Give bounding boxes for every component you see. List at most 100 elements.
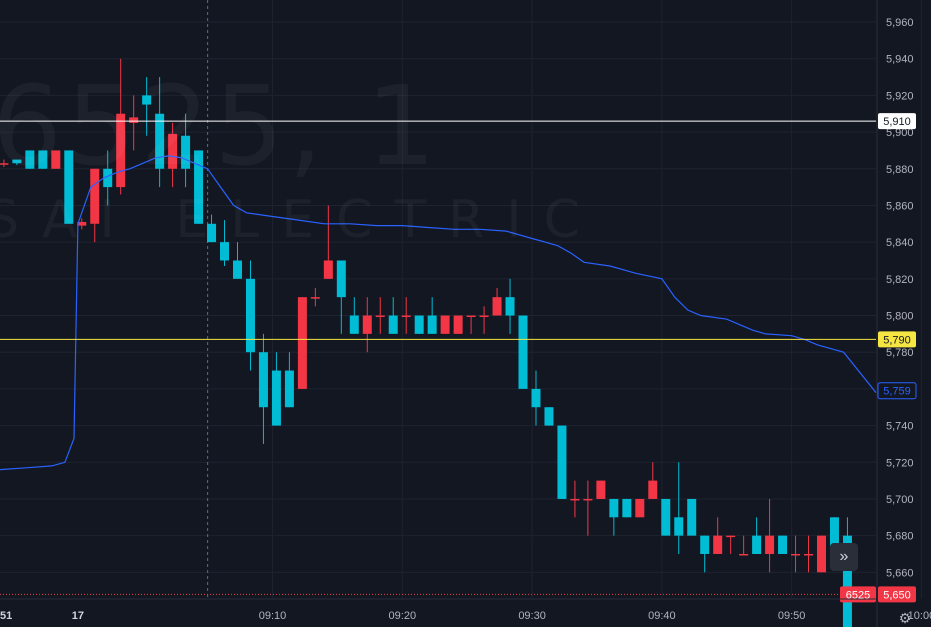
- candle-up: [0, 163, 9, 165]
- last-price-tag-bg: [878, 586, 916, 603]
- candle-up: [648, 480, 658, 499]
- candle-down: [142, 95, 152, 105]
- time-tick-label: 51: [0, 610, 12, 622]
- candle-down: [505, 297, 515, 316]
- last-price-tag: 5,650: [883, 589, 911, 601]
- price-axis: 5,960 5,940 5,920 5,900 5,880 5,860 5,840 5,820…: [840, 17, 917, 603]
- candle-up: [323, 260, 333, 279]
- white-line-price-tag: 5,910: [883, 116, 911, 128]
- price-tick-label: 5,800: [886, 311, 914, 323]
- candle-up: [77, 221, 87, 226]
- time-tick-label: 09:30: [518, 610, 546, 622]
- candle-down: [155, 113, 165, 169]
- candle-up: [479, 315, 489, 318]
- candle-down: [674, 517, 684, 536]
- price-tick-label: 5,660: [886, 567, 914, 579]
- time-tick-label: 09:10: [259, 610, 287, 622]
- candle-down: [38, 150, 48, 169]
- candle-down: [103, 168, 113, 188]
- scroll-to-realtime-button[interactable]: »: [830, 543, 858, 571]
- candle-up: [466, 315, 476, 318]
- candle-down: [194, 150, 204, 224]
- candle-down: [609, 498, 619, 518]
- candle-up: [635, 498, 645, 518]
- price-tick-label: 5,700: [886, 494, 914, 506]
- price-tick-label: 5,720: [886, 457, 914, 469]
- candle-up: [362, 315, 372, 334]
- price-tick-label: 5,820: [886, 274, 914, 286]
- candle-up: [168, 133, 178, 169]
- candle-down: [207, 223, 217, 243]
- candle-down: [778, 535, 788, 554]
- candle-up: [570, 498, 580, 501]
- candle-down: [687, 498, 697, 536]
- candle-down: [829, 517, 839, 554]
- candle-down: [518, 315, 528, 389]
- candle-down: [388, 315, 398, 334]
- candle-down: [622, 498, 632, 518]
- horizontal-lines: [0, 120, 876, 595]
- last-symbol-tag-bg: [840, 586, 876, 603]
- vwap-price-tag-bg: [877, 382, 917, 400]
- candle-up: [310, 297, 320, 299]
- time-tick-label: 17: [72, 610, 84, 622]
- candle-down: [414, 315, 424, 334]
- candle-down: [12, 159, 22, 164]
- price-tick-label: 5,680: [886, 531, 914, 543]
- symbol-watermark: 6525, 1: [0, 62, 440, 190]
- time-tick-label: 09:40: [648, 610, 676, 622]
- candle-down: [245, 278, 255, 353]
- company-watermark: SAI ELECTRIC: [0, 190, 602, 250]
- candle-down: [25, 150, 35, 169]
- candle-down: [752, 535, 762, 554]
- candle-down: [544, 407, 554, 426]
- candle-down: [661, 498, 671, 536]
- candle-down: [842, 535, 852, 627]
- candle-up: [804, 553, 814, 556]
- chevrons-right-icon: »: [839, 548, 849, 565]
- price-tick-label: 5,780: [886, 347, 914, 359]
- candle-down: [700, 535, 710, 554]
- candle-up: [116, 113, 126, 188]
- grid-lines: [0, 0, 922, 598]
- candle-down: [531, 388, 541, 408]
- candle-down: [64, 150, 74, 224]
- time-tick-label: 10:00: [908, 610, 931, 622]
- candle-down: [181, 135, 191, 169]
- candle-down: [232, 260, 242, 279]
- last-symbol-tag: 6525: [846, 589, 870, 601]
- price-tick-label: 5,860: [886, 200, 914, 212]
- candle-down: [557, 425, 567, 499]
- time-tick-label: 09:20: [389, 610, 417, 622]
- candle-up: [440, 315, 450, 334]
- candle-down: [284, 370, 294, 408]
- price-tick-label: 5,960: [886, 17, 914, 29]
- candle-down: [271, 370, 281, 426]
- price-tick-label: 5,900: [886, 127, 914, 139]
- candle-down: [336, 260, 346, 298]
- candle-up: [297, 297, 307, 389]
- candle-up: [739, 553, 749, 556]
- candle-up: [51, 150, 61, 169]
- candle-up: [583, 498, 593, 501]
- price-tick-label: 5,880: [886, 164, 914, 176]
- candle-down: [427, 315, 437, 334]
- candle-up: [816, 535, 826, 573]
- candle-up: [765, 535, 775, 554]
- candle-up: [453, 315, 463, 334]
- price-tick-label: 5,840: [886, 237, 914, 249]
- candle-down: [349, 315, 359, 334]
- candle-up: [129, 117, 139, 123]
- gear-icon[interactable]: ⚙: [898, 610, 912, 626]
- candle-up: [726, 535, 736, 538]
- candle-down: [258, 352, 268, 408]
- time-tick-label: 09:50: [778, 610, 806, 622]
- candle-down: [220, 242, 230, 261]
- candle-up: [791, 553, 801, 556]
- vwap-line-series: [0, 155, 877, 471]
- candle-up: [596, 480, 606, 499]
- candle-up: [90, 168, 100, 224]
- yellow-line-price-tag-bg: [878, 331, 916, 348]
